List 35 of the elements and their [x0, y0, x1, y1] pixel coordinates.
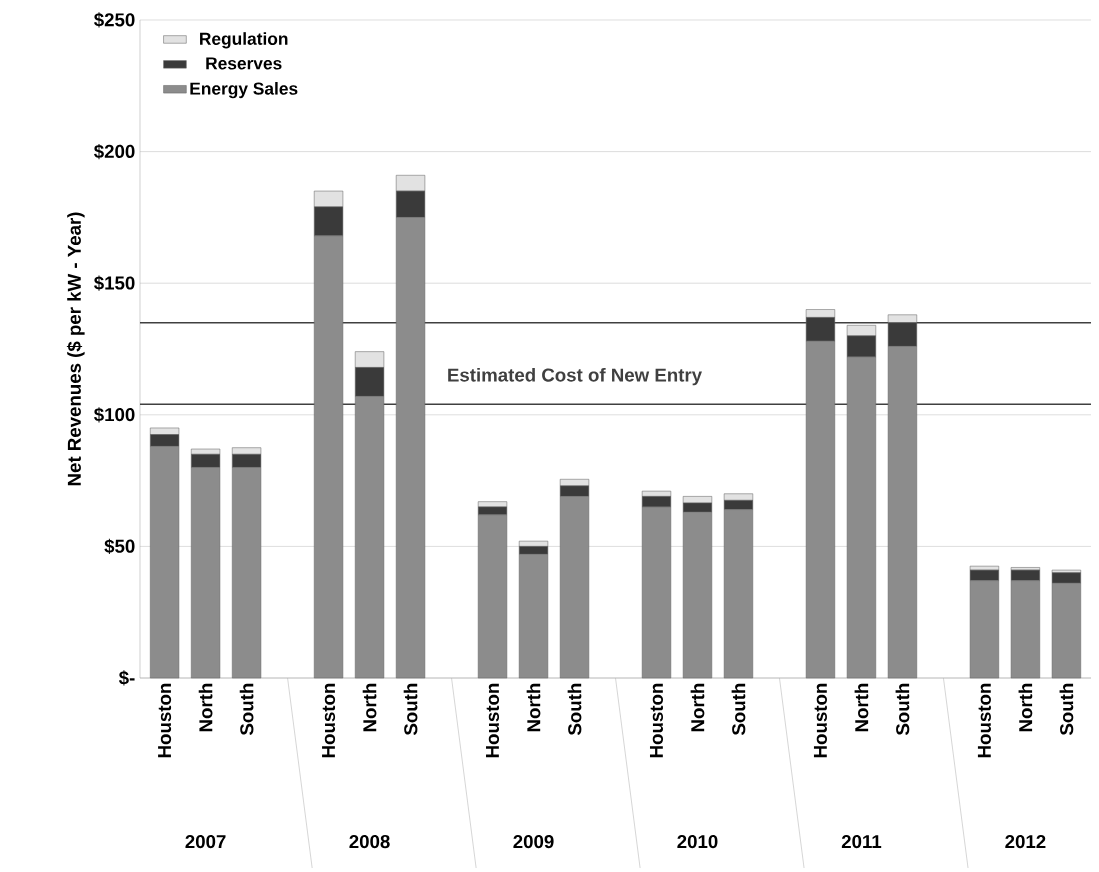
x-tick-label: Houston: [486, 683, 500, 758]
x-tick-label: North: [690, 683, 705, 732]
text: 2007: [185, 834, 226, 849]
x-tick-label: South: [895, 683, 910, 736]
x-tick-label: North: [362, 683, 377, 732]
y-tick-label: $100: [94, 407, 135, 423]
text: 2008: [349, 834, 390, 849]
ref-line-label: Estimated Cost of New Entry: [448, 367, 702, 386]
x-tick-label: South: [403, 683, 418, 736]
x-tick-label: Houston: [322, 683, 336, 758]
x-tick-label: North: [854, 683, 869, 732]
x-tick-label: North: [198, 683, 213, 732]
x-tick-label: Houston: [977, 683, 991, 758]
legend-label: Energy Sales: [190, 81, 298, 99]
y-tick-label: $-: [118, 670, 135, 686]
text: 2012: [1005, 834, 1046, 849]
y-tick-label: $200: [94, 143, 135, 160]
x-tick-label: South: [239, 683, 254, 736]
x-tick-label: Houston: [649, 683, 664, 758]
text: 2011: [841, 834, 882, 849]
x-tick-label: Houston: [158, 683, 172, 758]
legend-label: Reserves: [206, 57, 282, 70]
x-tick-label: South: [1059, 683, 1074, 736]
text: 2010: [677, 834, 718, 849]
y-tick-label: $50: [104, 538, 135, 555]
x-tick-label: Houston: [813, 683, 827, 758]
x-tick-label: South: [731, 683, 746, 736]
x-tick-label: North: [1018, 683, 1033, 732]
x-tick-label: North: [526, 683, 541, 732]
y-tick-label: $150: [94, 275, 135, 291]
legend-label: Regulation: [200, 32, 288, 49]
y-axis-title: Net Revenues ($ per kW - Year): [66, 212, 85, 486]
x-tick-label: South: [567, 683, 582, 736]
text: 2009: [513, 834, 554, 849]
y-tick-label: $250: [94, 12, 135, 28]
